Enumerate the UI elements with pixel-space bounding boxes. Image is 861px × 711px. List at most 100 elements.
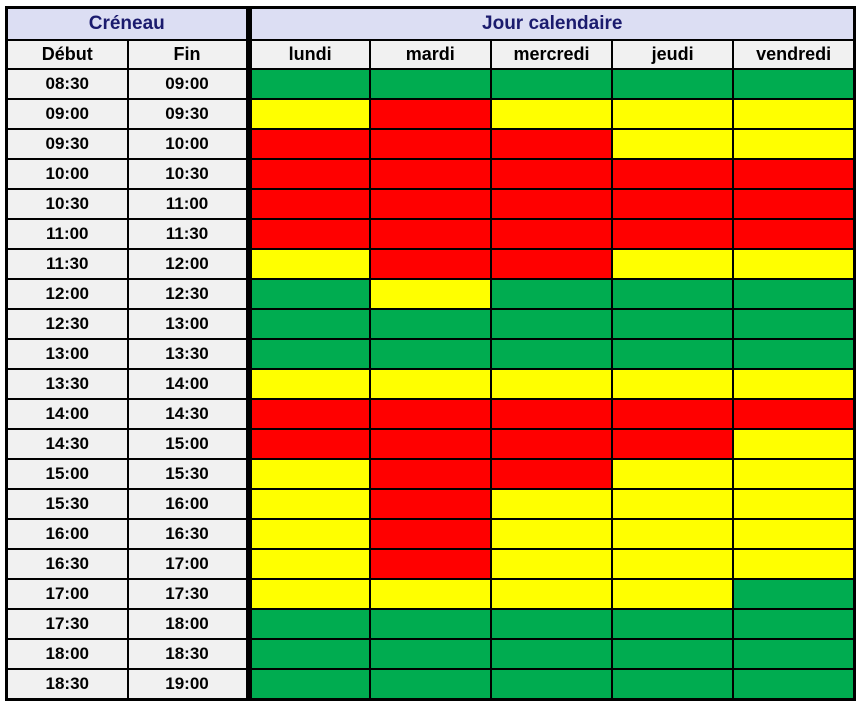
slot-cell-mardi	[368, 668, 492, 701]
time-end-cell: 09:00	[126, 68, 250, 100]
slot-cell-jeudi	[611, 218, 735, 250]
slot-cell-vendredi	[732, 518, 856, 550]
slot-cell-mardi	[368, 218, 492, 250]
time-start-cell: 09:00	[5, 98, 129, 130]
slot-cell-lundi	[245, 458, 371, 490]
table-row: 12:00 12:30	[5, 278, 856, 310]
slot-cell-mercredi	[489, 458, 614, 490]
group-header-row: Créneau Jour calendaire	[5, 6, 856, 41]
slot-cell-jeudi	[611, 308, 735, 340]
slot-cell-mercredi	[489, 368, 614, 400]
time-end-cell: 19:00	[126, 668, 250, 701]
slot-cell-mardi	[368, 128, 492, 160]
slot-cell-lundi	[245, 578, 371, 610]
time-start-cell: 12:00	[5, 278, 129, 310]
slot-cell-vendredi	[732, 188, 856, 220]
time-end-cell: 14:30	[126, 398, 250, 430]
table-row: 16:30 17:00	[5, 548, 856, 580]
slot-cell-jeudi	[611, 518, 735, 550]
slot-cell-mercredi	[489, 158, 614, 190]
slot-cell-vendredi	[732, 128, 856, 160]
slot-cell-lundi	[245, 338, 371, 370]
slot-cell-vendredi	[732, 368, 856, 400]
time-start-cell: 15:30	[5, 488, 129, 520]
slot-cell-vendredi	[732, 158, 856, 190]
schedule-sheet: Créneau Jour calendaire Début Fin lundi …	[5, 6, 857, 701]
time-end-cell: 13:00	[126, 308, 250, 340]
slot-cell-vendredi	[732, 548, 856, 580]
page: { "colors": { "green": "#00AC50", "yello…	[0, 6, 861, 711]
slot-cell-mardi	[368, 188, 492, 220]
slot-cell-jeudi	[611, 398, 735, 430]
time-start-cell: 14:30	[5, 428, 129, 460]
slot-cell-lundi	[245, 158, 371, 190]
table-row: 14:30 15:00	[5, 428, 856, 460]
day-header-vendredi: vendredi	[732, 39, 856, 70]
slot-cell-jeudi	[611, 278, 735, 310]
time-end-cell: 16:00	[126, 488, 250, 520]
time-end-cell: 11:30	[126, 218, 250, 250]
table-row: 16:00 16:30	[5, 518, 856, 550]
slot-cell-jeudi	[611, 188, 735, 220]
slot-cell-jeudi	[611, 428, 735, 460]
table-row: 09:30 10:00	[5, 128, 856, 160]
slot-cell-jeudi	[611, 548, 735, 580]
time-start-cell: 08:30	[5, 68, 129, 100]
slot-cell-mercredi	[489, 518, 614, 550]
slot-cell-mercredi	[489, 68, 614, 100]
slot-cell-lundi	[245, 638, 371, 670]
slot-cell-jeudi	[611, 248, 735, 280]
table-row: 15:00 15:30	[5, 458, 856, 490]
slot-cell-mardi	[368, 278, 492, 310]
time-end-cell: 14:00	[126, 368, 250, 400]
time-end-cell: 09:30	[126, 98, 250, 130]
slot-cell-lundi	[245, 608, 371, 640]
time-start-cell: 17:30	[5, 608, 129, 640]
slot-cell-vendredi	[732, 608, 856, 640]
slot-cell-jeudi	[611, 458, 735, 490]
table-row: 13:30 14:00	[5, 368, 856, 400]
slot-cell-lundi	[245, 668, 371, 701]
slot-cell-mardi	[368, 368, 492, 400]
slot-cell-mercredi	[489, 428, 614, 460]
table-row: 14:00 14:30	[5, 398, 856, 430]
slot-cell-vendredi	[732, 98, 856, 130]
time-start-cell: 12:30	[5, 308, 129, 340]
slot-cell-mardi	[368, 518, 492, 550]
table-row: 18:30 19:00	[5, 668, 856, 701]
slot-cell-jeudi	[611, 608, 735, 640]
time-end-cell: 18:00	[126, 608, 250, 640]
slot-cell-vendredi	[732, 68, 856, 100]
slot-cell-mercredi	[489, 98, 614, 130]
debut-column-header: Début	[5, 39, 129, 70]
slot-cell-mercredi	[489, 248, 614, 280]
slot-cell-jeudi	[611, 668, 735, 701]
slot-cell-mardi	[368, 488, 492, 520]
slot-cell-mercredi	[489, 668, 614, 701]
time-start-cell: 10:00	[5, 158, 129, 190]
time-start-cell: 18:30	[5, 668, 129, 701]
time-end-cell: 10:30	[126, 158, 250, 190]
time-start-cell: 10:30	[5, 188, 129, 220]
slot-cell-lundi	[245, 308, 371, 340]
time-end-cell: 11:00	[126, 188, 250, 220]
time-end-cell: 17:00	[126, 548, 250, 580]
slot-cell-mardi	[368, 308, 492, 340]
slot-cell-mercredi	[489, 398, 614, 430]
slot-cell-mercredi	[489, 548, 614, 580]
time-start-cell: 16:00	[5, 518, 129, 550]
slot-cell-lundi	[245, 428, 371, 460]
slot-cell-vendredi	[732, 668, 856, 701]
slot-cell-mardi	[368, 608, 492, 640]
slot-cell-jeudi	[611, 128, 735, 160]
slot-cell-mardi	[368, 548, 492, 580]
slot-cell-lundi	[245, 188, 371, 220]
time-end-cell: 10:00	[126, 128, 250, 160]
slot-cell-vendredi	[732, 578, 856, 610]
slot-cell-mercredi	[489, 128, 614, 160]
table-row: 17:00 17:30	[5, 578, 856, 610]
table-row: 13:00 13:30	[5, 338, 856, 370]
slot-cell-mardi	[368, 638, 492, 670]
table-row: 17:30 18:00	[5, 608, 856, 640]
slot-cell-jeudi	[611, 68, 735, 100]
